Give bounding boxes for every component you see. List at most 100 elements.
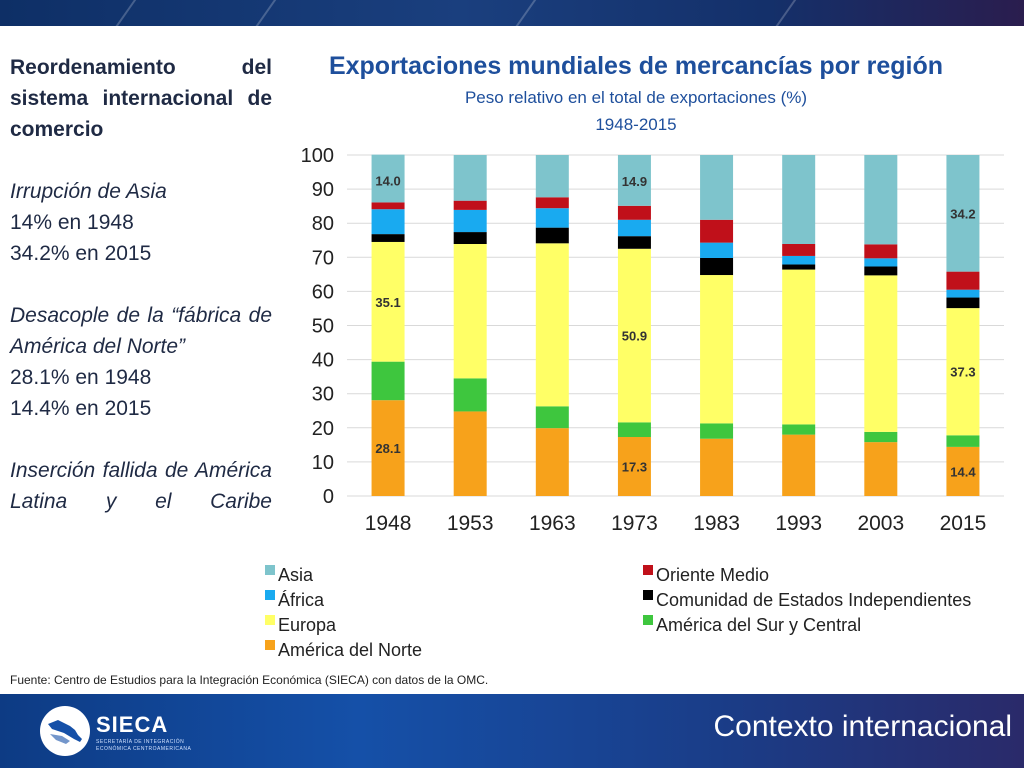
bar-segment-asia xyxy=(864,155,898,245)
bar-segment-am-rica-del-sur-y-central xyxy=(946,435,980,447)
legend-label: Comunidad de Estados Independientes xyxy=(656,590,971,610)
chart-title: Exportaciones mundiales de mercancías po… xyxy=(328,52,944,80)
bar-segment-comunidad-de-estados-independientes xyxy=(700,257,734,276)
bar-segment-europa xyxy=(864,275,898,432)
bar-segment-europa xyxy=(453,244,487,379)
bar-segment-europa xyxy=(782,269,816,425)
bar-segment-am-rica-del-norte xyxy=(946,446,980,496)
bar-segment--frica xyxy=(371,209,405,235)
bar-segment-europa xyxy=(617,248,651,423)
bar-segment--frica xyxy=(700,242,734,258)
sieca-logo-name: SIECA xyxy=(96,712,169,737)
bar-segment-am-rica-del-norte xyxy=(864,442,898,496)
bar-segment-am-rica-del-norte xyxy=(700,438,734,496)
bar-segment-europa xyxy=(700,275,734,424)
chart-subtitle: Peso relativo en el total de exportacion… xyxy=(464,88,808,107)
chart-years-label: 1948-2015 xyxy=(595,115,677,134)
north-america-line1: 28.1% en 1948 xyxy=(10,366,152,389)
latin-america-title: Inserción fallida de América Latina y el… xyxy=(10,459,272,513)
bar-segment--frica xyxy=(617,219,651,237)
asia-block: Irrupción de Asia 14% en 1948 34.2% en 2… xyxy=(10,176,272,269)
data-label: 14.4 xyxy=(950,464,976,479)
y-tick-label: 100 xyxy=(301,145,334,167)
data-label: 35.1 xyxy=(375,295,400,310)
asia-title: Irrupción de Asia xyxy=(10,180,167,203)
bar-segment-asia xyxy=(617,155,651,206)
x-tick-label: 2015 xyxy=(940,512,987,535)
y-tick-label: 60 xyxy=(312,281,334,303)
bar-segment-oriente-medio xyxy=(700,219,734,243)
bar-segment-asia xyxy=(946,155,980,272)
bar-segment-comunidad-de-estados-independientes xyxy=(453,232,487,245)
bar-segment-oriente-medio xyxy=(535,197,569,209)
north-america-title: Desacople de la “fábrica de América del … xyxy=(10,304,272,358)
top-banner xyxy=(0,0,1024,26)
y-tick-label: 80 xyxy=(312,213,334,235)
bar-segment-am-rica-del-norte xyxy=(617,437,651,496)
bar-segment--frica xyxy=(864,258,898,267)
bar-segment-am-rica-del-sur-y-central xyxy=(535,406,569,429)
data-label: 34.2 xyxy=(950,206,975,221)
legend-swatch xyxy=(265,615,275,625)
bar-segment-oriente-medio xyxy=(946,271,980,290)
bar-segment-europa xyxy=(371,241,405,362)
bar-segment-oriente-medio xyxy=(371,202,405,210)
bar-segment--frica xyxy=(535,208,569,228)
legend-label: América del Sur y Central xyxy=(656,615,861,635)
legend-swatch xyxy=(643,615,653,625)
legend-swatch xyxy=(265,640,275,650)
x-tick-label: 1963 xyxy=(529,512,576,535)
bar-segment-asia xyxy=(371,154,405,203)
y-tick-label: 10 xyxy=(312,452,334,474)
legend-label: África xyxy=(278,590,325,610)
data-label: 37.3 xyxy=(950,365,975,380)
footer-title: Contexto internacional xyxy=(713,710,1012,743)
legend-swatch xyxy=(265,590,275,600)
bar-segment-am-rica-del-sur-y-central xyxy=(453,378,487,412)
y-tick-label: 50 xyxy=(312,316,334,338)
bar-segment-am-rica-del-sur-y-central xyxy=(371,361,405,401)
legend-label: Europa xyxy=(278,615,337,635)
latin-america-block: Inserción fallida de América Latina y el… xyxy=(10,455,272,517)
bar-segment-comunidad-de-estados-independientes xyxy=(371,234,405,242)
asia-line2: 34.2% en 2015 xyxy=(10,242,152,265)
bar-segment-am-rica-del-norte xyxy=(371,400,405,496)
bar-segment-am-rica-del-norte xyxy=(782,434,816,496)
bar-segment--frica xyxy=(782,255,816,265)
bar-segment-am-rica-del-sur-y-central xyxy=(864,431,898,443)
legend-label: Asia xyxy=(278,565,314,585)
data-label: 17.3 xyxy=(622,460,647,475)
y-tick-label: 40 xyxy=(312,350,334,372)
x-tick-label: 1948 xyxy=(365,512,412,535)
bar-segment-oriente-medio xyxy=(617,205,651,220)
sieca-logo-tagline-2: ECONÓMICA CENTROAMERICANA xyxy=(96,746,192,752)
legend-swatch xyxy=(643,565,653,575)
bar-segment-comunidad-de-estados-independientes xyxy=(535,227,569,244)
x-tick-label: 1973 xyxy=(611,512,658,535)
bar-segment-oriente-medio xyxy=(864,244,898,259)
legend-swatch xyxy=(643,590,653,600)
stacked-bar-chart: 0 10 20 30 40 50 60 70 80 90 100 1948 1953 1963 1973 19… xyxy=(265,145,1004,660)
bar-segment-am-rica-del-sur-y-central xyxy=(617,422,651,438)
y-tick-label: 70 xyxy=(312,247,334,269)
left-text-panel: Reordenamiento del sistema internacional… xyxy=(10,52,272,548)
bar-segment-asia xyxy=(535,155,569,198)
bar-segment--frica xyxy=(946,289,980,298)
footer-bar: Contexto internacional xyxy=(0,694,1024,768)
bar-segment-europa xyxy=(535,243,569,407)
data-label: 14.0 xyxy=(375,174,400,189)
y-tick-label: 90 xyxy=(312,179,334,201)
bar-segment--frica xyxy=(453,209,487,233)
north-america-block: Desacople de la “fábrica de América del … xyxy=(10,300,272,424)
bar-segment-asia xyxy=(453,155,487,201)
y-tick-label: 30 xyxy=(312,384,334,406)
bar-segment-europa xyxy=(946,308,980,436)
bar-segment-am-rica-del-norte xyxy=(535,428,569,496)
bar-segment-oriente-medio xyxy=(782,244,816,256)
bar-segment-am-rica-del-sur-y-central xyxy=(700,423,734,439)
data-label: 28.1 xyxy=(375,441,400,456)
legend-swatch xyxy=(265,565,275,575)
source-note: Fuente: Centro de Estudios para la Integ… xyxy=(10,673,489,687)
bar-segment-comunidad-de-estados-independientes xyxy=(864,266,898,276)
sieca-logo-icon xyxy=(40,706,90,756)
